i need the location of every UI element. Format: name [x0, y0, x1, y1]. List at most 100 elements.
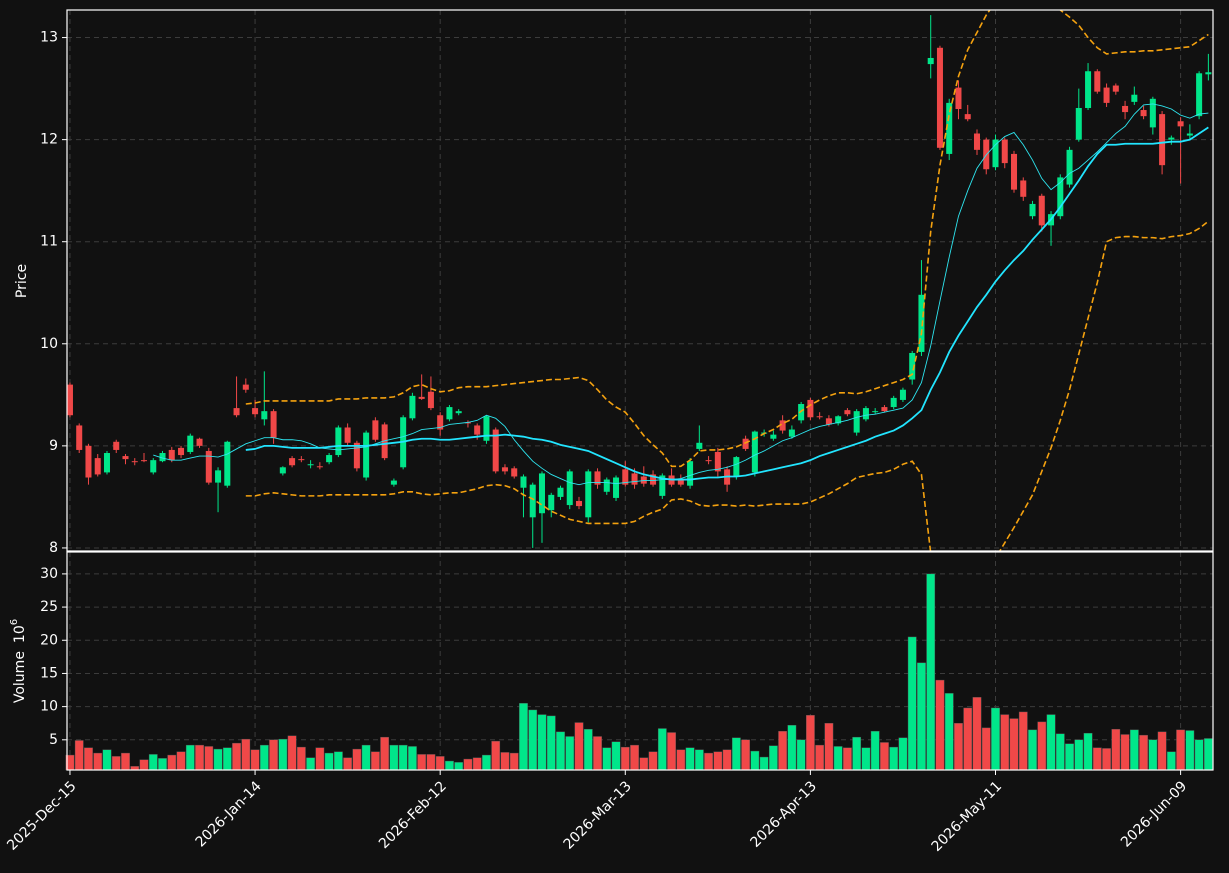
volume-layer	[65, 573, 1213, 771]
volume-bar	[380, 736, 390, 771]
volume-bar	[371, 751, 380, 771]
candle-body	[650, 474, 657, 485]
candle-body	[196, 438, 203, 446]
candle-body	[474, 425, 481, 435]
volume-bar	[482, 754, 491, 771]
volume-bar	[472, 757, 482, 771]
candle-body	[955, 87, 962, 110]
candle-body	[307, 464, 314, 466]
candle-body	[1159, 114, 1166, 166]
volume-bar	[435, 756, 445, 771]
volume-bar	[981, 727, 991, 771]
volume-bar	[667, 732, 676, 771]
volume-bar	[528, 709, 538, 771]
volume-bar	[1204, 738, 1213, 771]
candle-body	[1177, 121, 1184, 127]
candle-body	[520, 476, 527, 488]
candle-body	[677, 479, 684, 485]
candle-body	[511, 468, 518, 477]
candle-body	[1186, 133, 1193, 136]
volume-bar	[195, 744, 204, 771]
candle-body	[483, 416, 490, 441]
volume-bar	[815, 744, 825, 771]
volume-bar	[704, 752, 713, 771]
volume-bar	[111, 756, 121, 771]
volume-bar	[537, 714, 547, 771]
candle-body	[1103, 87, 1110, 103]
candle-body	[418, 396, 425, 399]
volume-bar	[222, 747, 232, 771]
candle-body	[446, 407, 453, 420]
y-tick-label: 9	[49, 438, 58, 454]
candle-body	[279, 467, 286, 474]
x-tick-label: 2025-Dec-15	[4, 778, 79, 853]
price-frame	[66, 9, 1214, 552]
candle-body	[1094, 71, 1101, 92]
volume-bar	[445, 760, 454, 771]
overlay-line	[245, 126, 1209, 481]
x-tick-label: 2026-Apr-13	[748, 778, 821, 851]
candle-body	[150, 460, 157, 473]
candle-body	[770, 434, 777, 439]
candle-body	[242, 384, 249, 390]
candle-body	[335, 427, 342, 456]
volume-bar	[491, 740, 501, 771]
volume-bar	[287, 735, 297, 771]
candle-body	[85, 445, 92, 478]
volume-bar	[565, 736, 575, 771]
candle-body	[788, 429, 795, 437]
volume-bar	[352, 748, 362, 771]
volume-bar	[93, 752, 103, 771]
candle-body	[372, 420, 379, 440]
candle-body	[973, 133, 980, 150]
candle-body	[492, 429, 499, 472]
volume-bar	[509, 752, 519, 771]
volume-bar	[750, 750, 760, 771]
candle-body	[178, 447, 185, 456]
candle-body	[455, 411, 462, 414]
candle-body	[344, 427, 351, 443]
candle-body	[289, 458, 296, 466]
overlay-line	[245, 220, 1209, 551]
volume-bar	[1083, 732, 1093, 771]
volume-bar	[1018, 711, 1028, 771]
volume-bar	[167, 754, 177, 771]
candle-body	[501, 467, 508, 472]
volume-bar	[824, 723, 834, 771]
volume-bar	[1028, 729, 1037, 771]
candle-body	[936, 47, 943, 148]
volume-bar	[759, 756, 769, 771]
candle-body	[733, 457, 740, 477]
volume-bar	[796, 739, 806, 771]
x-tick-label: 2026-Jun-09	[1118, 778, 1190, 850]
x-tick-label: 2026-May-11	[929, 778, 1006, 855]
volume-bar	[269, 739, 278, 771]
volume-bar	[204, 746, 214, 771]
volume-bar	[713, 751, 723, 771]
volume-bar	[963, 707, 973, 771]
volume-bar	[1139, 734, 1148, 771]
volume-bar	[1185, 730, 1195, 771]
candle-body	[122, 456, 129, 460]
volume-bar	[148, 754, 158, 771]
y-tick-label: 11	[40, 234, 58, 250]
candle-body	[538, 473, 545, 514]
candle-body	[76, 425, 83, 450]
volume-bar	[185, 744, 195, 771]
y-tick-label: 20	[40, 632, 58, 648]
candle-body	[807, 399, 814, 418]
volume-bar	[1046, 714, 1056, 771]
candle-body	[927, 57, 934, 65]
volume-bar	[1176, 729, 1185, 771]
candle-body	[881, 407, 888, 412]
volume-bar	[944, 693, 954, 771]
candle-body	[1029, 203, 1036, 217]
volume-bar	[1194, 739, 1204, 771]
candle-body	[548, 494, 555, 511]
volume-bar	[648, 751, 658, 771]
y-tick-label: 15	[40, 665, 58, 681]
candle-body	[622, 469, 629, 485]
grid-layer	[67, 10, 1213, 770]
candle-body	[1075, 107, 1082, 140]
